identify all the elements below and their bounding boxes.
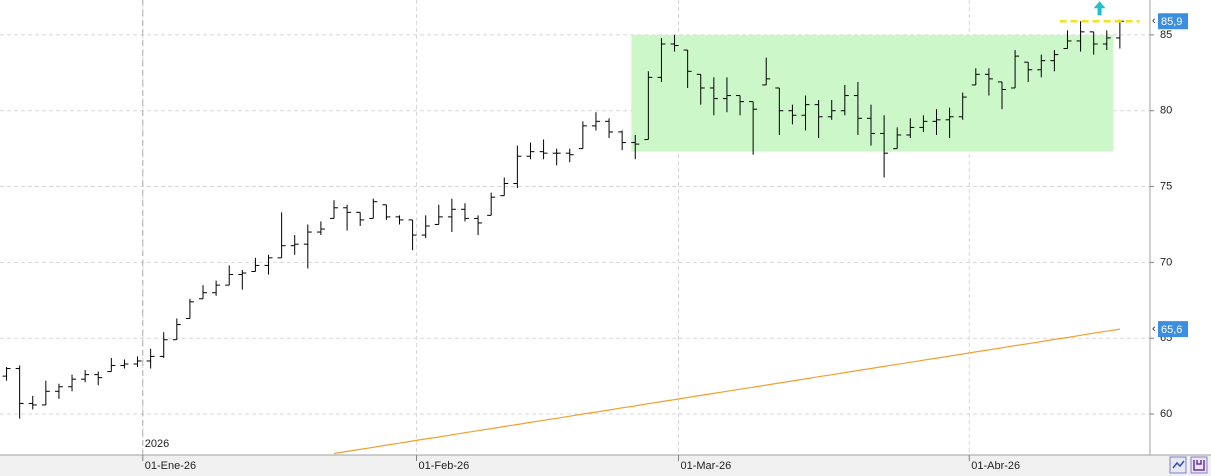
price-tag [1158, 321, 1188, 338]
breakout-arrow [1093, 1, 1106, 16]
moving-average [333, 328, 1120, 455]
range-zone [631, 34, 1114, 152]
y-tick-label: 75 [1160, 180, 1172, 192]
price-tag-label: 65,6 [1161, 324, 1182, 336]
zoom-icon [1172, 460, 1185, 469]
x-axis-band [0, 455, 1211, 476]
save-button[interactable] [1190, 456, 1208, 474]
year-label: 2026 [145, 438, 169, 450]
y-tick-label: 60 [1160, 408, 1172, 420]
x-tick-label: 01-Ene-26 [145, 460, 196, 472]
price-pointer: ‹ [1152, 15, 1156, 27]
price-pointer: ‹ [1152, 323, 1156, 335]
y-tick-label: 85 [1160, 29, 1172, 41]
plot-area: 2026 [0, 0, 1150, 455]
y-tick-label: 70 [1160, 256, 1172, 268]
toolbar-icons [1169, 456, 1208, 474]
x-tick-label: 01-Feb-26 [419, 460, 470, 472]
save-icon [1193, 460, 1205, 471]
y-tick-label: 80 [1160, 105, 1172, 117]
price-tag [1158, 13, 1188, 30]
price-tag-label: 85,9 [1161, 16, 1182, 28]
x-tick-label: 01-Mar-26 [680, 460, 731, 472]
x-tick-label: 01-Abr-26 [971, 460, 1020, 472]
